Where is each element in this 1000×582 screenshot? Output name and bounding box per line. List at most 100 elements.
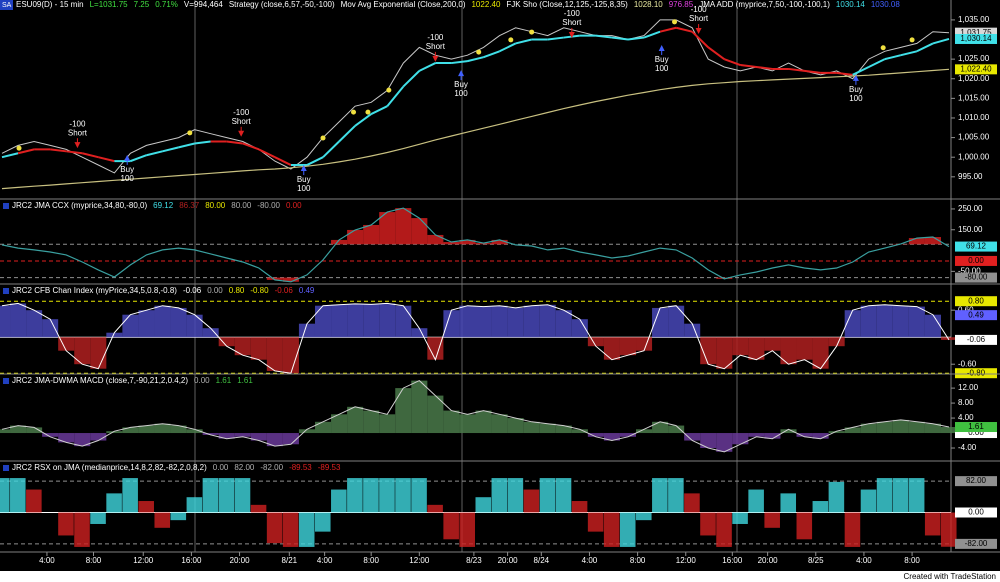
ccx-bar: [395, 208, 412, 245]
area-bar: [475, 306, 492, 338]
level-label: -0.80: [967, 368, 986, 377]
header-item: -80.00: [257, 201, 280, 210]
trade-label: Short: [68, 128, 88, 137]
jma-segment: [130, 154, 147, 163]
y-tick-label: -0.60: [958, 359, 977, 368]
y-tick-label: 1,010.00: [958, 113, 990, 122]
rsx-bar: [170, 512, 187, 521]
area-bar: [74, 337, 91, 365]
area-bar: [716, 433, 733, 452]
area-bar: [892, 419, 909, 434]
area-bar: [411, 328, 428, 338]
area-bar: [491, 414, 508, 434]
level-label-box: [955, 310, 997, 321]
jma-segment: [916, 42, 934, 53]
area-bar: [122, 427, 139, 434]
jma-segment: [932, 38, 950, 45]
area-bar: [636, 337, 653, 351]
last-value-label-box: [955, 64, 997, 75]
rsx-bar: [266, 512, 283, 544]
trade-arrow: [432, 55, 439, 62]
area-bar: [218, 433, 235, 439]
area-bar: [619, 433, 637, 437]
rsx-bar: [908, 478, 925, 513]
area-bar: [331, 304, 348, 338]
signal-dot: [672, 19, 678, 25]
rsx-bar: [555, 478, 572, 513]
area-bar: [363, 410, 380, 434]
jma-segment: [483, 50, 500, 59]
jma-segment: [515, 38, 532, 45]
trade-label: 100: [454, 89, 468, 98]
area-bar: [379, 303, 396, 338]
rsx-bar: [314, 512, 331, 532]
trade-label: -100: [233, 108, 250, 117]
y-tick-label: 4.00: [958, 413, 974, 422]
ccx-bar: [443, 242, 460, 245]
x-tick-label: 20:00: [230, 556, 251, 565]
x-tick-label: 12:00: [133, 556, 154, 565]
level-label-box: [955, 538, 997, 549]
jma-segment: [242, 142, 260, 151]
area-bar: [587, 337, 604, 347]
trade-label: -100: [427, 33, 444, 42]
area-bar: [844, 427, 861, 434]
rsx-bar: [202, 478, 219, 513]
x-tick-label: 16:00: [181, 556, 202, 565]
area-bar: [202, 433, 219, 435]
header-item: 1.61: [237, 376, 253, 385]
header-item: 0.00: [213, 463, 229, 472]
header-item: 1.61: [216, 376, 232, 385]
area-bar: [122, 314, 139, 338]
rsx-bar: [250, 504, 267, 513]
area-bar: [42, 319, 59, 338]
x-tick-label: 4:00: [582, 556, 598, 565]
area-bar: [571, 319, 588, 338]
x-tick-label: 8/25: [808, 556, 824, 565]
level-label-box: [955, 255, 997, 266]
area-bar: [636, 429, 653, 434]
header-item: -89.53: [289, 463, 312, 472]
area-bar: [138, 425, 155, 434]
area-bar: [716, 337, 733, 369]
area-bar: [443, 310, 460, 338]
price-line: [1, 19, 950, 174]
level-label: 0.00: [968, 508, 984, 517]
rsx-bar: [363, 478, 379, 513]
rsx-bar: [475, 497, 492, 513]
y-tick-label: 1,020.00: [958, 74, 990, 83]
jma-segment: [836, 71, 853, 76]
rsx-bar: [812, 501, 829, 513]
rsx-bar: [234, 478, 251, 513]
ccx-bar: [363, 224, 380, 245]
y-tick-label: 12.00: [958, 383, 979, 392]
area-bar: [74, 433, 91, 447]
header-item: -89.53: [318, 463, 341, 472]
area-bar: [90, 337, 107, 369]
jma-segment: [354, 113, 372, 127]
ccx-bar: [908, 238, 925, 245]
area-bar: [684, 323, 701, 338]
header-item: JRC2 JMA-DWMA MACD (close,7,-90,21,2,0.4…: [12, 376, 188, 385]
trade-label: Short: [426, 42, 446, 51]
rsx-bar: [507, 478, 524, 513]
rsx-bar: [780, 493, 797, 513]
y-tick-label: 1,005.00: [958, 133, 990, 142]
ccx-line: [1, 207, 950, 283]
header-item: JRC2 CFB Chan Index (myPrice,34,5,0.8,-0…: [12, 286, 177, 295]
rsx-bar: [427, 504, 443, 513]
trade-label: 100: [121, 174, 135, 183]
rsx-bar: [764, 512, 780, 528]
rsx-bar: [74, 512, 90, 547]
ccx-bar: [411, 218, 428, 245]
y-tick-label: -50.00: [958, 266, 981, 275]
jma-segment: [162, 146, 179, 153]
rsx-bar: [282, 512, 299, 547]
area-bar: [796, 337, 813, 360]
jma-segment: [707, 46, 725, 60]
area-bar: [42, 433, 59, 437]
area-bar: [26, 310, 43, 338]
rsx-bar: [218, 478, 235, 513]
x-tick-label: 8:00: [904, 556, 920, 565]
ccx-bar: [459, 239, 476, 245]
